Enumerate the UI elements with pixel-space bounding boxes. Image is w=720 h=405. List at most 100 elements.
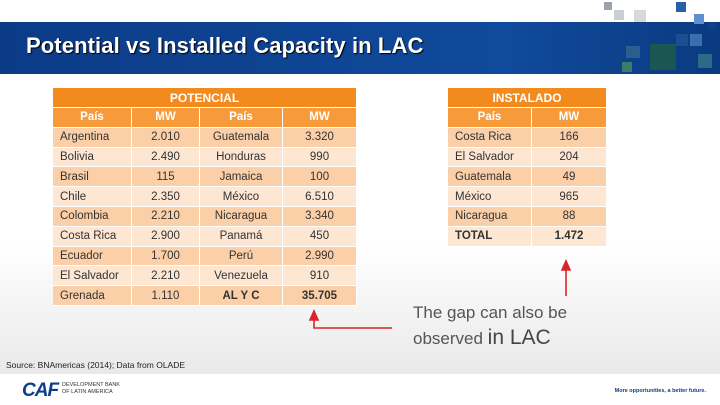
mw-cell: 100 [283,167,357,188]
country-cell: Guatemala [200,127,283,148]
mw-cell: 2.210 [132,266,200,287]
country-cell: Honduras [200,147,283,168]
table-row: Grenada 1.110 AL Y C 35.705 [53,286,357,306]
country-cell: Grenada [53,286,132,306]
table-row: Guatemala 49 [448,167,607,188]
table-row: Brasil 115 Jamaica 100 [53,167,357,188]
table-title: INSTALADO [448,88,607,108]
decor-square [694,14,704,24]
decor-square [698,54,712,68]
country-cell: México [448,187,532,207]
mw-cell: 2.010 [132,127,200,148]
decor-square [676,34,688,46]
table-title: POTENCIAL [53,88,357,108]
gap-callout: The gap can also be observed in LAC [413,300,633,351]
decor-square [626,46,640,58]
mw-cell: 1.700 [132,246,200,267]
mw-cell: 166 [532,127,607,148]
installed-capacity-table: INSTALADO País MW Costa Rica 166 El Salv… [448,88,607,247]
country-cell: Chile [53,187,132,207]
column-header-mw: MW [283,108,357,128]
country-cell: Brasil [53,167,132,188]
country-cell: Venezuela [200,266,283,287]
country-cell: Costa Rica [53,226,132,247]
mw-cell: 204 [532,147,607,168]
mw-cell: 450 [283,226,357,247]
decor-square [676,2,686,12]
decor-square [604,2,612,10]
mw-cell: 2.900 [132,226,200,247]
column-header-mw: MW [532,108,607,128]
country-cell: Argentina [53,127,132,148]
mw-cell: 990 [283,147,357,168]
table-row: Nicaragua 88 [448,206,607,227]
mw-cell: 2.350 [132,187,200,207]
total-value-cell: 1.472 [532,226,607,247]
country-cell: Nicaragua [200,206,283,227]
country-cell: El Salvador [53,266,132,287]
mw-cell: 965 [532,187,607,207]
country-cell: Bolivia [53,147,132,168]
mw-cell: 3.320 [283,127,357,148]
table-row: Ecuador 1.700 Perú 2.990 [53,246,357,267]
table-row: Bolivia 2.490 Honduras 990 [53,147,357,168]
country-cell: Nicaragua [448,206,532,227]
mw-cell: 3.340 [283,206,357,227]
mw-cell: 1.110 [132,286,200,306]
mw-cell: 2.210 [132,206,200,227]
table-row: Chile 2.350 México 6.510 [53,187,357,207]
mw-cell: 2.490 [132,147,200,168]
table-row: México 965 [448,187,607,207]
country-cell: Ecuador [53,246,132,267]
footer [0,374,720,405]
arrow-to-potential-total [308,309,392,329]
organization-name-line-2: OF LATIN AMERICA [62,388,113,395]
table-row: El Salvador 2.210 Venezuela 910 [53,266,357,287]
organization-name: DEVELOPMENT BANK OF LATIN AMERICA [62,382,120,395]
table-row: Costa Rica 2.900 Panamá 450 [53,226,357,247]
mw-cell: 49 [532,167,607,188]
tagline: More opportunities, a better future. [614,388,706,394]
title-bar [0,22,720,74]
mw-cell: 88 [532,206,607,227]
mw-cell: 2.990 [283,246,357,267]
country-cell: El Salvador [448,147,532,168]
country-cell: México [200,187,283,207]
total-value-cell: 35.705 [283,286,357,306]
table-row: El Salvador 204 [448,147,607,168]
country-cell: Jamaica [200,167,283,188]
arrow-to-installed-total [560,259,572,296]
source-note: Source: BNAmericas (2014); Data from OLA… [6,360,186,370]
callout-line-1: The gap can also be [413,303,568,322]
country-cell: Costa Rica [448,127,532,148]
mw-cell: 6.510 [283,187,357,207]
slide-title: Potential vs Installed Capacity in LAC [26,33,424,58]
table-row: Argentina 2.010 Guatemala 3.320 [53,127,357,148]
table-row: TOTAL 1.472 [448,226,607,247]
decor-square [708,22,716,30]
country-cell: Colombia [53,206,132,227]
decor-square [690,34,702,46]
country-cell: Guatemala [448,167,532,188]
column-header-country: País [53,108,132,128]
decor-square [650,44,676,70]
decor-square [634,10,646,22]
callout-emphasis: in LAC [487,326,551,349]
decor-square [614,10,624,20]
mw-cell: 910 [283,266,357,287]
potential-capacity-table: POTENCIAL País MW País MW Argentina 2.01… [53,88,357,306]
table-row: Costa Rica 166 [448,127,607,148]
total-label-cell: AL Y C [200,286,283,306]
organization-name-line-1: DEVELOPMENT BANK [62,382,120,388]
column-header-country: País [448,108,532,128]
total-label-cell: TOTAL [448,226,532,247]
column-header-mw: MW [132,108,200,128]
table-row: Colombia 2.210 Nicaragua 3.340 [53,206,357,227]
column-header-country: País [200,108,283,128]
caf-logo: CAF [22,380,59,401]
country-cell: Perú [200,246,283,267]
country-cell: Panamá [200,226,283,247]
callout-line-2-start: observed [413,329,488,348]
mw-cell: 115 [132,167,200,188]
callout-line-2: observed in LAC [413,325,633,351]
